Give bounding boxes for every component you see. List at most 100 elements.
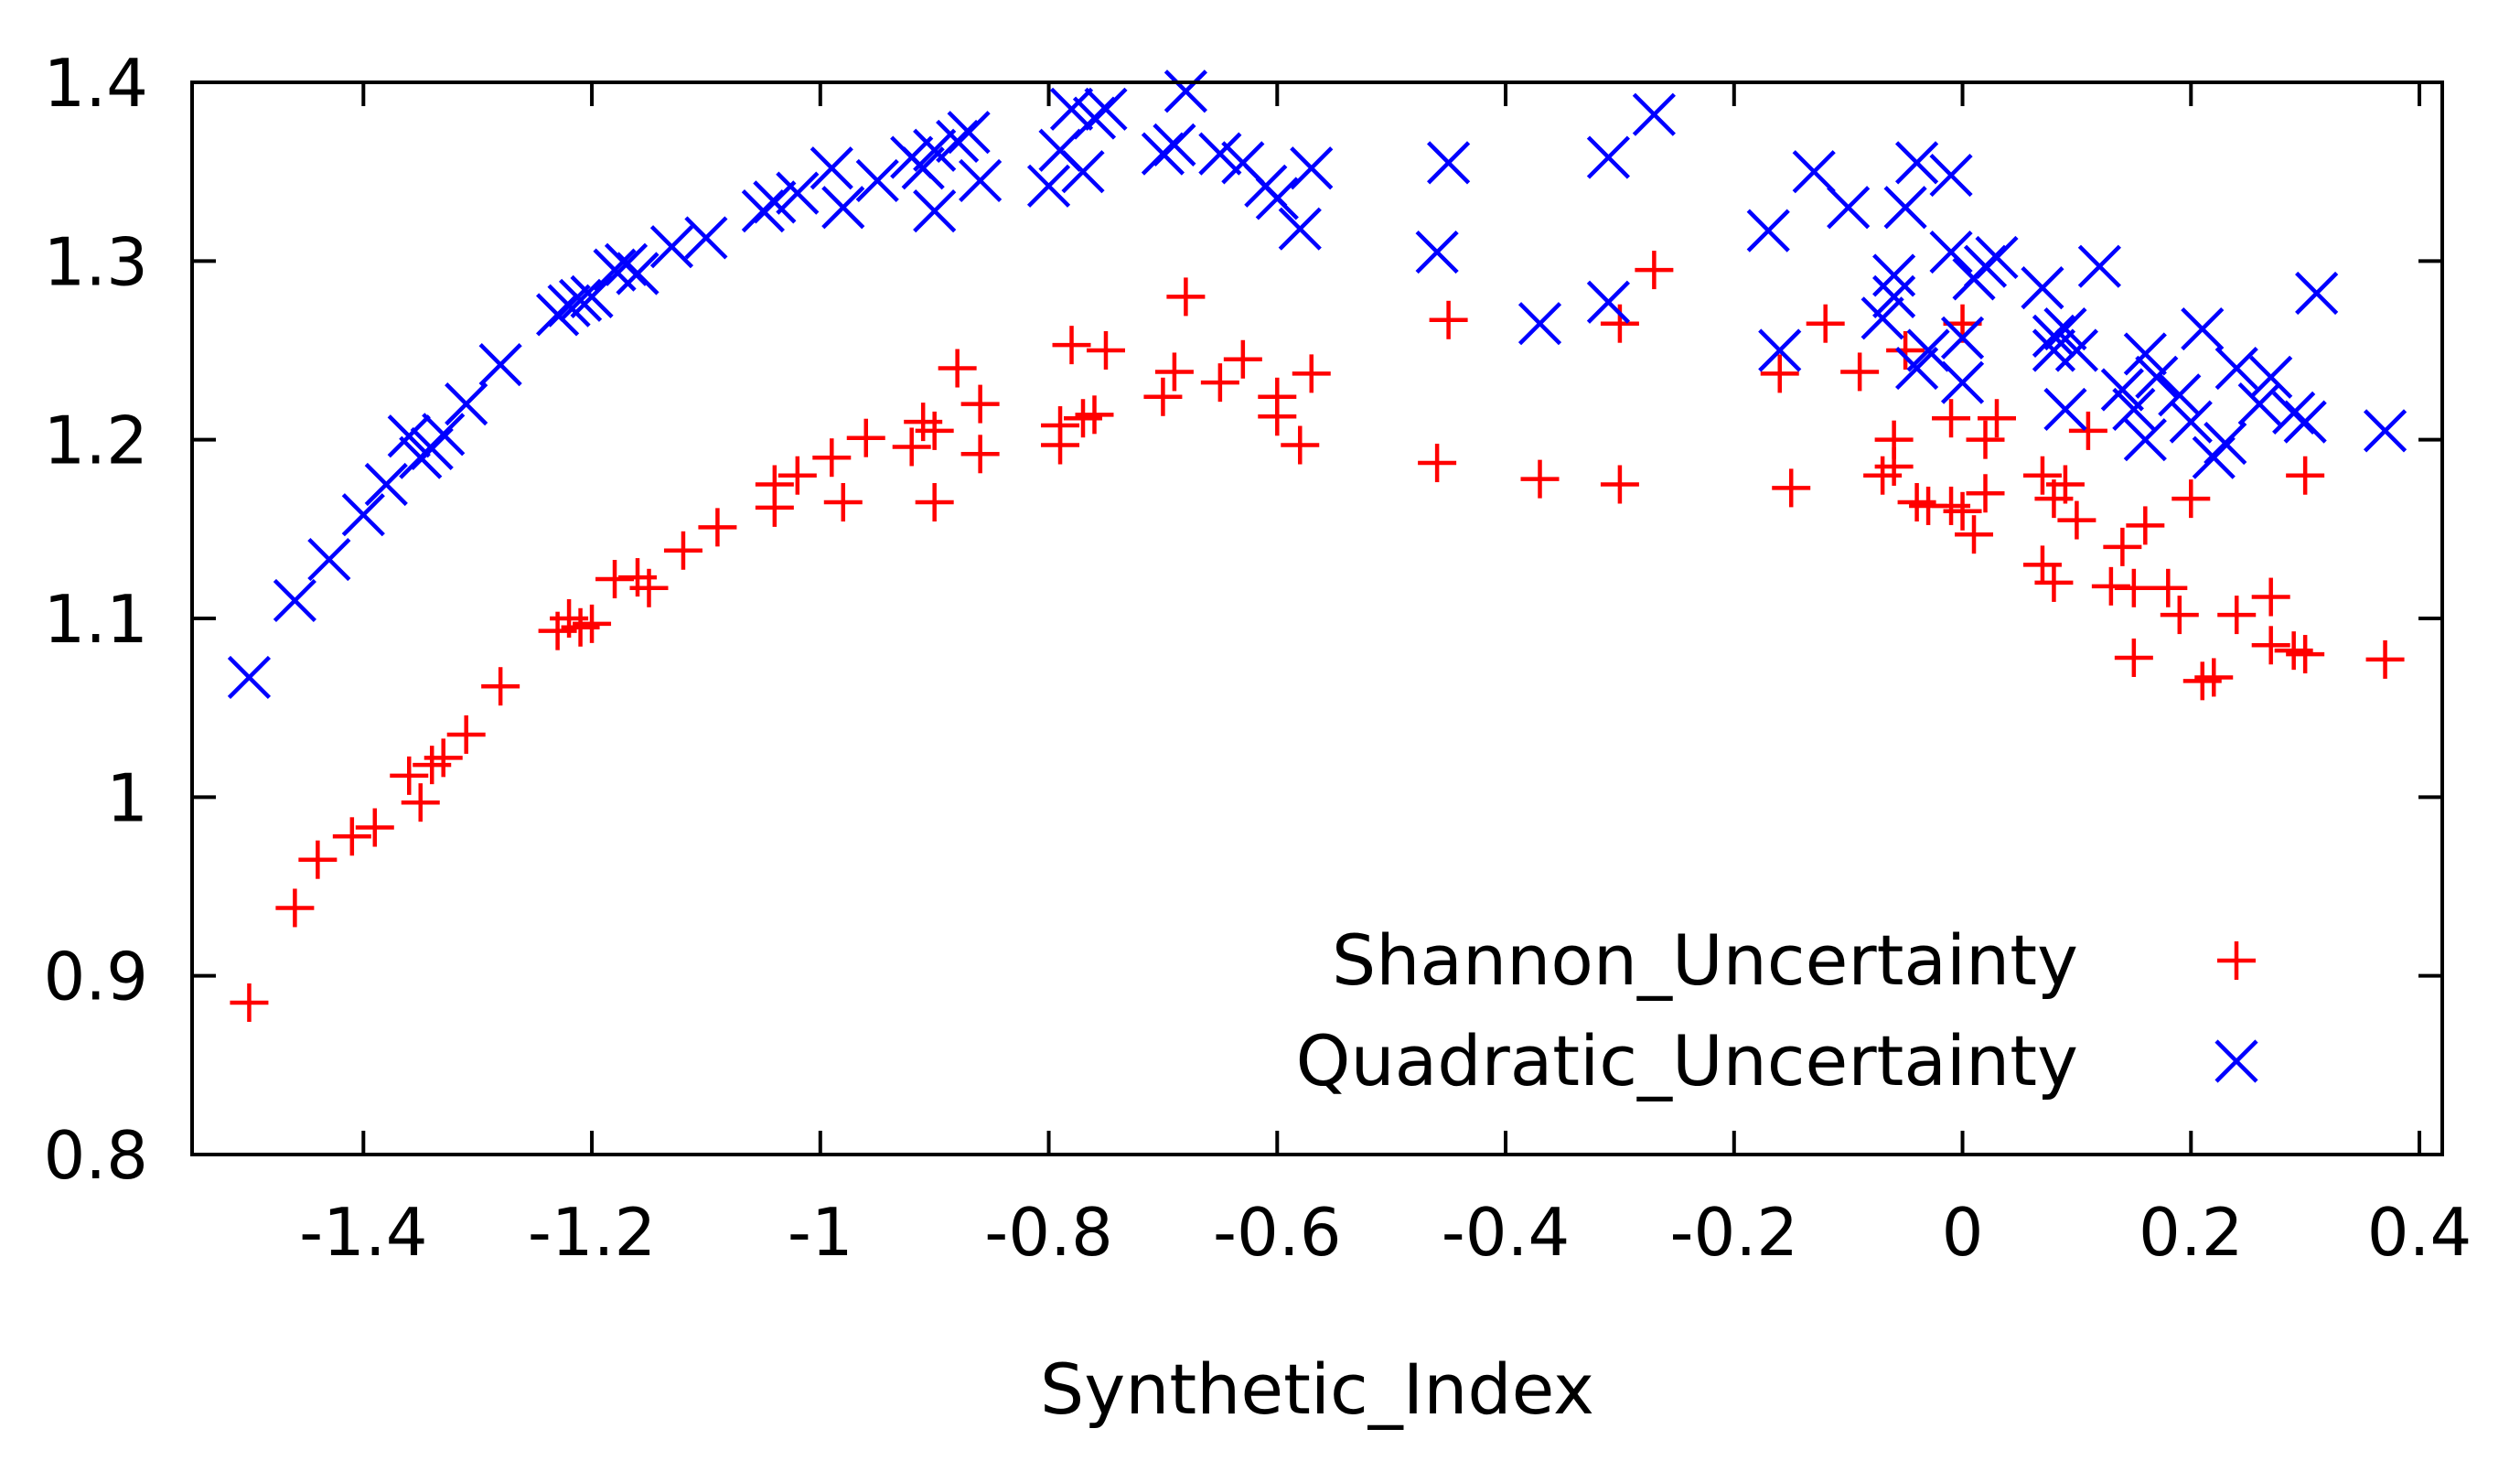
shannon-point [1966, 474, 2005, 513]
shannon-point [2126, 506, 2165, 545]
quadratic-point [1198, 132, 1242, 176]
shannon-point [2286, 635, 2325, 674]
quadratic-point [649, 225, 694, 269]
quadratic-point [1975, 235, 2019, 280]
quadratic-point [227, 655, 272, 700]
quadratic-point [1427, 141, 1471, 185]
shannon-point [1200, 363, 1239, 403]
data-marks [227, 70, 2407, 1022]
quadratic-point [1894, 141, 1939, 185]
legend: Shannon_Uncertainty Quadratic_Uncertaint… [1296, 919, 2258, 1101]
shannon-point [915, 411, 954, 450]
quadratic-point [776, 171, 820, 215]
quadratic-point [959, 158, 1003, 203]
shannon-point [2057, 500, 2096, 540]
shannon-point [1874, 420, 1914, 459]
quadratic-point [1278, 207, 1322, 251]
quadratic-point [2123, 332, 2167, 376]
quadratic-point [2112, 387, 2156, 432]
shannon-point [2068, 411, 2107, 450]
x-tick-label: 0 [1942, 1194, 1984, 1271]
shannon-point [892, 427, 931, 467]
quadratic-point [913, 128, 957, 172]
y-tick-label: 1.4 [43, 45, 148, 122]
shannon-point [1977, 399, 2016, 438]
quadratic-point [307, 537, 351, 582]
quadratic-point [1586, 280, 1631, 324]
quadratic-point [2032, 314, 2076, 358]
shannon-point [2217, 596, 2257, 635]
quadratic-point [1872, 253, 1916, 297]
quadratic-point [1632, 92, 1676, 136]
quadratic-point [1929, 153, 1973, 198]
shannon-point [2160, 596, 2199, 635]
y-tick-label: 0.8 [43, 1117, 148, 1194]
shannon-point [1760, 354, 1799, 393]
shannon-point [2149, 568, 2188, 607]
shannon-point [2022, 456, 2062, 495]
x-axis-title: Synthetic_Index [1040, 1348, 1594, 1430]
quadratic-point [2100, 368, 2144, 412]
quadratic-point [1792, 150, 1836, 194]
x-tick-label: -0.2 [1670, 1194, 1798, 1271]
y-tick-label: 1.1 [43, 581, 148, 658]
quadratic-point [478, 343, 522, 387]
shannon-point [573, 604, 612, 643]
quadratic-point [2077, 244, 2121, 288]
shannon-point [1840, 352, 1880, 392]
quadratic-point [341, 493, 385, 537]
shannon-point [390, 756, 429, 795]
quadratic-point [1746, 209, 1790, 252]
shannon-point [424, 738, 463, 778]
shannon-point [1223, 339, 1262, 379]
quadratic-point [1940, 360, 1985, 404]
shannon-point [2103, 527, 2142, 566]
x-tick-label: -0.6 [1213, 1194, 1341, 1271]
shannon-point [332, 817, 371, 856]
x-tick-label: 0.4 [2367, 1194, 2472, 1271]
shannon-point [960, 384, 1000, 424]
shannon-point [1154, 352, 1194, 392]
shannon-point [960, 435, 1000, 474]
legend-label-shannon: Shannon_Uncertainty [1332, 919, 2078, 1001]
y-tick-label: 0.9 [43, 939, 148, 1015]
shannon-point [1520, 459, 1560, 499]
shannon-point [1258, 397, 1297, 436]
quadratic-point [855, 158, 899, 203]
shannon-point [1886, 331, 1925, 370]
x-tick-label: -0.8 [984, 1194, 1112, 1271]
quadratic-point [2043, 306, 2087, 351]
quadratic-point [364, 462, 408, 507]
quadratic-point [2032, 328, 2076, 372]
shannon-point [401, 783, 440, 822]
shannon-point [2114, 638, 2153, 677]
shannon-point [755, 488, 794, 527]
shannon-point [629, 568, 669, 607]
shannon-point [1281, 425, 1320, 465]
shannon-point [915, 483, 954, 522]
quadratic-point [1049, 87, 1094, 131]
quadratic-point [387, 414, 431, 458]
shannon-point [2171, 479, 2211, 519]
quadratic-point [1758, 328, 1802, 372]
shannon-point [1166, 277, 1206, 317]
shannon-point [1635, 251, 1674, 290]
quadratic-point [2363, 409, 2407, 453]
y-tick-label: 1.3 [43, 223, 148, 300]
quadratic-point [947, 111, 991, 155]
shannon-point [938, 349, 977, 388]
shannon-point [698, 508, 737, 547]
quadratic-point [2295, 271, 2339, 316]
quadratic-point [547, 284, 591, 328]
quadratic-point [2283, 400, 2327, 444]
shannon-point [1966, 420, 2005, 459]
quadratic-point [2214, 346, 2258, 391]
shannon-point [1052, 326, 1091, 365]
quadratic-point [1872, 274, 1916, 318]
quadratic-point [810, 146, 853, 190]
quadratic-point [1415, 230, 1459, 274]
legend-marker-shannon [2217, 941, 2256, 980]
x-tick-label: -1 [788, 1194, 853, 1271]
quadratic-point [753, 180, 797, 224]
